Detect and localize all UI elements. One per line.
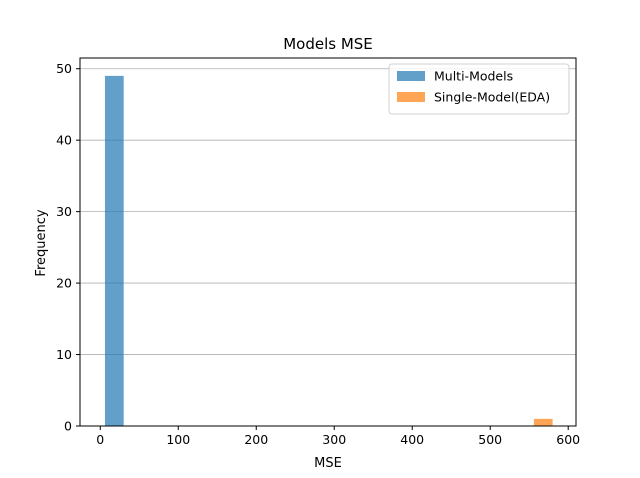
- legend-swatch: [397, 71, 425, 81]
- legend-label: Multi-Models: [434, 69, 513, 84]
- x-tick-label: 200: [244, 432, 268, 447]
- y-tick-label: 10: [56, 347, 72, 362]
- x-tick-label: 500: [478, 432, 502, 447]
- x-tick-label: 600: [556, 432, 580, 447]
- y-tick-label: 40: [56, 133, 72, 148]
- x-tick-label: 0: [96, 432, 104, 447]
- grid-lines: [80, 68, 576, 355]
- x-axis-title: MSE: [314, 456, 342, 471]
- y-axis-ticks: 0 10 20 30 40 50: [56, 61, 80, 434]
- bar-series-1: [533, 418, 553, 426]
- legend-box: [388, 63, 570, 115]
- legend-swatch: [397, 92, 425, 102]
- y-tick-label: 0: [64, 419, 72, 434]
- plot-frame: [79, 57, 577, 427]
- bars: [104, 75, 553, 426]
- y-tick-label: 30: [56, 204, 72, 219]
- x-tick-label: 400: [400, 432, 424, 447]
- bar-series-0: [104, 75, 124, 426]
- y-axis-title: Frequency: [34, 209, 49, 276]
- legend-label: Single-Model(EDA): [434, 90, 550, 105]
- y-tick-label: 20: [56, 276, 72, 291]
- chart-title: Models MSE: [283, 35, 373, 53]
- x-tick-label: 300: [322, 432, 346, 447]
- y-tick-label: 50: [56, 61, 72, 76]
- x-tick-label: 100: [166, 432, 190, 447]
- x-axis-ticks: 0 100 200 300 400 500 600: [96, 426, 580, 447]
- legend: Multi-Models Single-Model(EDA): [388, 63, 570, 115]
